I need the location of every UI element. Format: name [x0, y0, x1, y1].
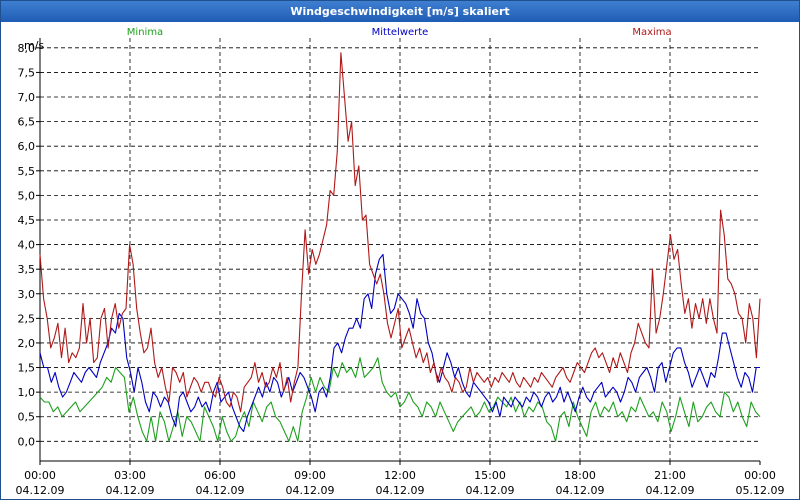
y-tick-label: 2,0 — [18, 337, 36, 350]
y-tick-label: 7,5 — [18, 66, 36, 79]
x-tick-date: 04.12.09 — [646, 484, 695, 497]
y-tick-label: 3,5 — [18, 263, 36, 276]
x-tick-date: 04.12.09 — [286, 484, 335, 497]
chart-grid — [40, 38, 760, 461]
legend-maxima: Maxima — [632, 27, 671, 38]
x-tick-time: 09:00 — [294, 469, 326, 482]
x-tick-date: 04.12.09 — [376, 484, 425, 497]
y-tick-label: 1,0 — [18, 386, 36, 399]
x-tick-time: 15:00 — [474, 469, 506, 482]
y-tick-label: 8,0 — [18, 42, 36, 55]
x-tick-time: 06:00 — [204, 469, 236, 482]
series-line-minima — [39, 357, 761, 442]
window-title: Windgeschwindigkeit [m/s] skaliert — [1, 1, 799, 22]
series-line-mittelwerte — [39, 253, 760, 433]
y-tick-label: 6,5 — [18, 116, 36, 129]
y-tick-labels: 0,0 0,5 1,0 1,5 2,0 2,5 3,0 3,5 4,0 4,5 5,0 5,5 6,0 6… — [18, 42, 36, 448]
y-tick-label: 6,0 — [18, 140, 36, 153]
y-tick-label: 1,5 — [18, 362, 36, 375]
x-tick-time: 12:00 — [384, 469, 416, 482]
x-tick-time: 18:00 — [564, 469, 596, 482]
x-tick-date: 04.12.09 — [556, 484, 605, 497]
y-axis-label: m/s — [24, 39, 44, 52]
x-tick-date: 04.12.09 — [466, 484, 515, 497]
y-tick-label: 4,5 — [18, 214, 36, 227]
x-tick-time: 00:00 — [744, 469, 776, 482]
x-tick-labels: 00:00 04.12.09 03:00 04.12.09 06:00 04.12.09 0… — [16, 469, 785, 497]
x-tick-date: 04.12.09 — [196, 484, 245, 497]
legend-mittelwerte: Mittelwerte — [372, 27, 429, 38]
x-tick-time: 00:00 — [24, 469, 56, 482]
series-line-maxima — [39, 52, 761, 413]
legend-minima: Minima — [127, 27, 163, 38]
y-tick-label: 4,0 — [18, 239, 36, 252]
y-tick-label: 2,5 — [18, 312, 36, 325]
y-tick-label: 3,0 — [18, 288, 36, 301]
legend: Minima Mittelwerte Maxima — [127, 27, 672, 38]
x-tick-date: 04.12.09 — [16, 484, 65, 497]
series-lines — [39, 52, 761, 442]
y-tick-label: 0,5 — [18, 411, 36, 424]
y-tick-label: 0,0 — [18, 435, 36, 448]
x-tick-date: 05.12.09 — [736, 484, 785, 497]
x-tick-time: 03:00 — [114, 469, 146, 482]
y-tick-label: 5,5 — [18, 165, 36, 178]
x-tick-date: 04.12.09 — [106, 484, 155, 497]
y-tick-label: 7,0 — [18, 91, 36, 104]
x-tick-time: 21:00 — [654, 469, 686, 482]
y-tick-label: 5,0 — [18, 189, 36, 202]
